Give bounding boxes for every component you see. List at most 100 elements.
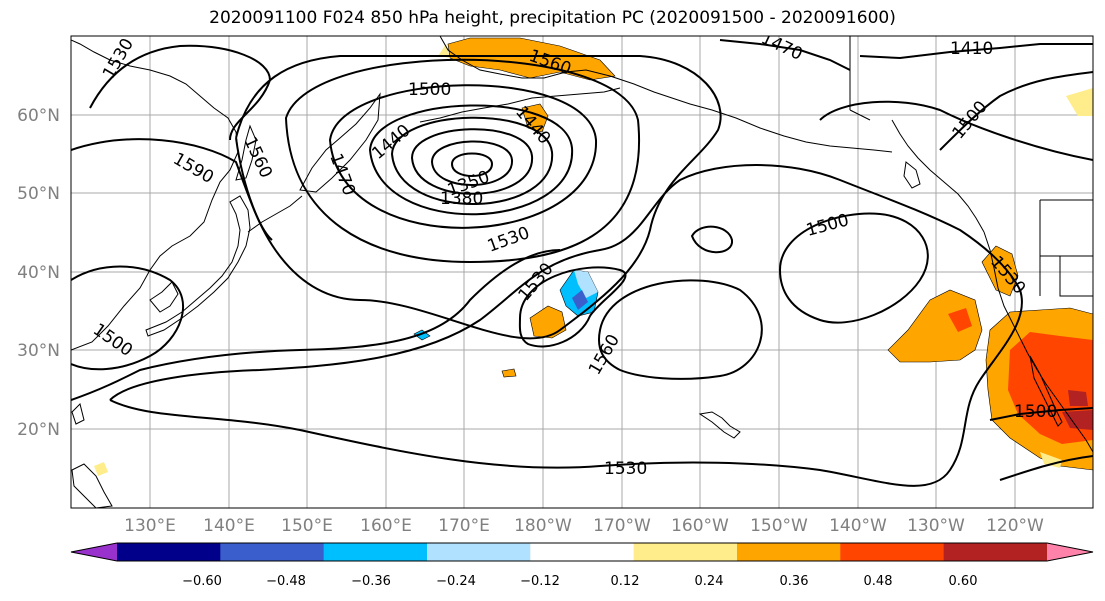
contour-1530-low <box>284 58 641 264</box>
contour-label: 1500 <box>1014 402 1057 422</box>
precip-central-orange <box>529 305 567 339</box>
lon-label: 130°E <box>124 516 176 536</box>
lon-label: 140°E <box>203 516 255 536</box>
contour-1500-east <box>778 212 929 324</box>
precip-mexico-darkred <box>1068 390 1088 406</box>
contour-1500-low <box>328 84 598 229</box>
contour-1470-north <box>719 39 851 71</box>
coast-sakhalin <box>235 124 257 181</box>
precip-west-light <box>94 462 108 476</box>
colorbar-tick-label: −0.60 <box>182 574 222 589</box>
lon-label: 170°E <box>438 516 490 536</box>
contour-1470 <box>368 104 574 216</box>
contour-1590 <box>71 138 273 241</box>
map-border <box>70 35 1094 509</box>
contour-1530-west <box>71 249 561 401</box>
contour-1350 <box>450 152 494 177</box>
precip-central-lightblue <box>574 270 598 298</box>
colorbar: −0.60 −0.48 −0.36 −0.24 −0.12 0.12 0.24 … <box>70 542 1094 589</box>
contour-label: 1500 <box>408 80 451 100</box>
lat-label: 60°N <box>17 106 60 126</box>
colorbar-swatch <box>427 543 531 561</box>
colorbar-tick-label: 0.36 <box>780 574 809 589</box>
contour-1500-japan <box>71 265 185 371</box>
precip-northwest-light <box>1066 88 1093 116</box>
colorbar-swatch <box>323 543 428 561</box>
coast-hawaii <box>698 411 741 439</box>
contour-1410 <box>410 128 534 195</box>
contour-label: 1530 <box>604 459 647 479</box>
lon-label: 160°W <box>671 516 729 536</box>
precip-coast-orange <box>981 245 1019 297</box>
coast-kamchatka <box>299 92 381 193</box>
colorbar-swatch <box>530 543 635 561</box>
coast-aleutians <box>419 87 621 123</box>
coast-bc-islands <box>903 161 921 189</box>
colorbar-tick-label: 0.60 <box>949 574 978 589</box>
colorbar-tick-label: 0.24 <box>695 574 724 589</box>
colorbar-tick-label: 0.12 <box>611 574 640 589</box>
coastlines <box>71 36 1093 508</box>
colorbar-swatch <box>220 543 325 561</box>
colorbar-extend-high <box>1047 543 1093 561</box>
coast-philippines <box>71 463 113 508</box>
contour-1440 <box>390 116 554 205</box>
contour-1530-se <box>999 455 1093 481</box>
lon-label: 170°W <box>593 516 651 536</box>
colorbar-outline <box>70 542 1094 562</box>
precip-mexico-darkred-2 <box>1062 410 1093 430</box>
lat-label: 30°N <box>17 341 60 361</box>
colorbar-tick-label: −0.36 <box>351 574 391 589</box>
contour-1530-big <box>109 164 1023 487</box>
precip-alaska-gulf <box>447 37 616 81</box>
colorbar-swatches <box>117 543 1048 561</box>
coast-korea <box>149 281 179 313</box>
colorbar-tick-label: 0.48 <box>864 574 893 589</box>
map-frame-group: 1530 1500 1560 1440 1470 1410 1500 1590 … <box>70 35 1094 509</box>
coast-taiwan <box>71 403 85 425</box>
contour-1500-ne <box>939 71 1093 151</box>
colorbar-swatch <box>737 543 841 561</box>
lon-label: 150°W <box>750 516 808 536</box>
contour-1530-ne <box>819 100 1093 161</box>
contour-1560-outer <box>235 55 722 340</box>
lat-label: 50°N <box>17 184 60 204</box>
contour-1380 <box>430 140 514 186</box>
colorbar-ticks: −0.60 −0.48 −0.36 −0.24 −0.12 0.12 0.24 … <box>182 574 977 589</box>
colorbar-swatch <box>117 543 221 561</box>
precip-east-light <box>1040 452 1062 468</box>
contour-1530-ring <box>518 266 627 348</box>
contour-label: 1380 <box>440 189 483 209</box>
colorbar-swatch <box>943 543 1048 561</box>
colorbar-swatch <box>840 543 945 561</box>
coast-alaska-panhandle <box>891 119 985 233</box>
precip-east-red-small <box>948 308 972 332</box>
coast-us-west <box>983 231 1093 453</box>
contour-1500-se <box>989 407 1093 421</box>
precip-small-cyan <box>413 329 431 341</box>
contour-1560-small <box>690 225 733 254</box>
contour-label: 1410 <box>950 39 993 59</box>
lon-label: 150°E <box>281 516 333 536</box>
precip-east-orange <box>887 289 983 363</box>
colorbar-swatch <box>633 543 738 561</box>
contour-1560-sub <box>598 279 763 380</box>
lon-label: 130°W <box>907 516 965 536</box>
coast-japan <box>145 195 251 337</box>
contour-1440-north <box>859 43 1093 60</box>
colorbar-extend-low <box>71 543 117 561</box>
lat-label: 40°N <box>17 263 60 283</box>
longitude-labels: 130°E 140°E 150°E 160°E 170°E 180°W 170°… <box>124 516 1044 536</box>
precip-central-navy <box>572 290 588 310</box>
lon-label: 140°W <box>829 516 887 536</box>
lon-label: 160°E <box>360 516 412 536</box>
height-contours <box>71 39 1093 487</box>
latitude-labels: 60°N 50°N 40°N 30°N 20°N <box>17 106 60 440</box>
border-canada-alaska <box>849 36 1093 201</box>
lon-label: 180°W <box>514 516 572 536</box>
coast-baja <box>1029 355 1063 427</box>
coast-kurils <box>247 195 303 233</box>
colorbar-tick-label: −0.48 <box>266 574 306 589</box>
colorbar-tick-label: −0.24 <box>436 574 476 589</box>
